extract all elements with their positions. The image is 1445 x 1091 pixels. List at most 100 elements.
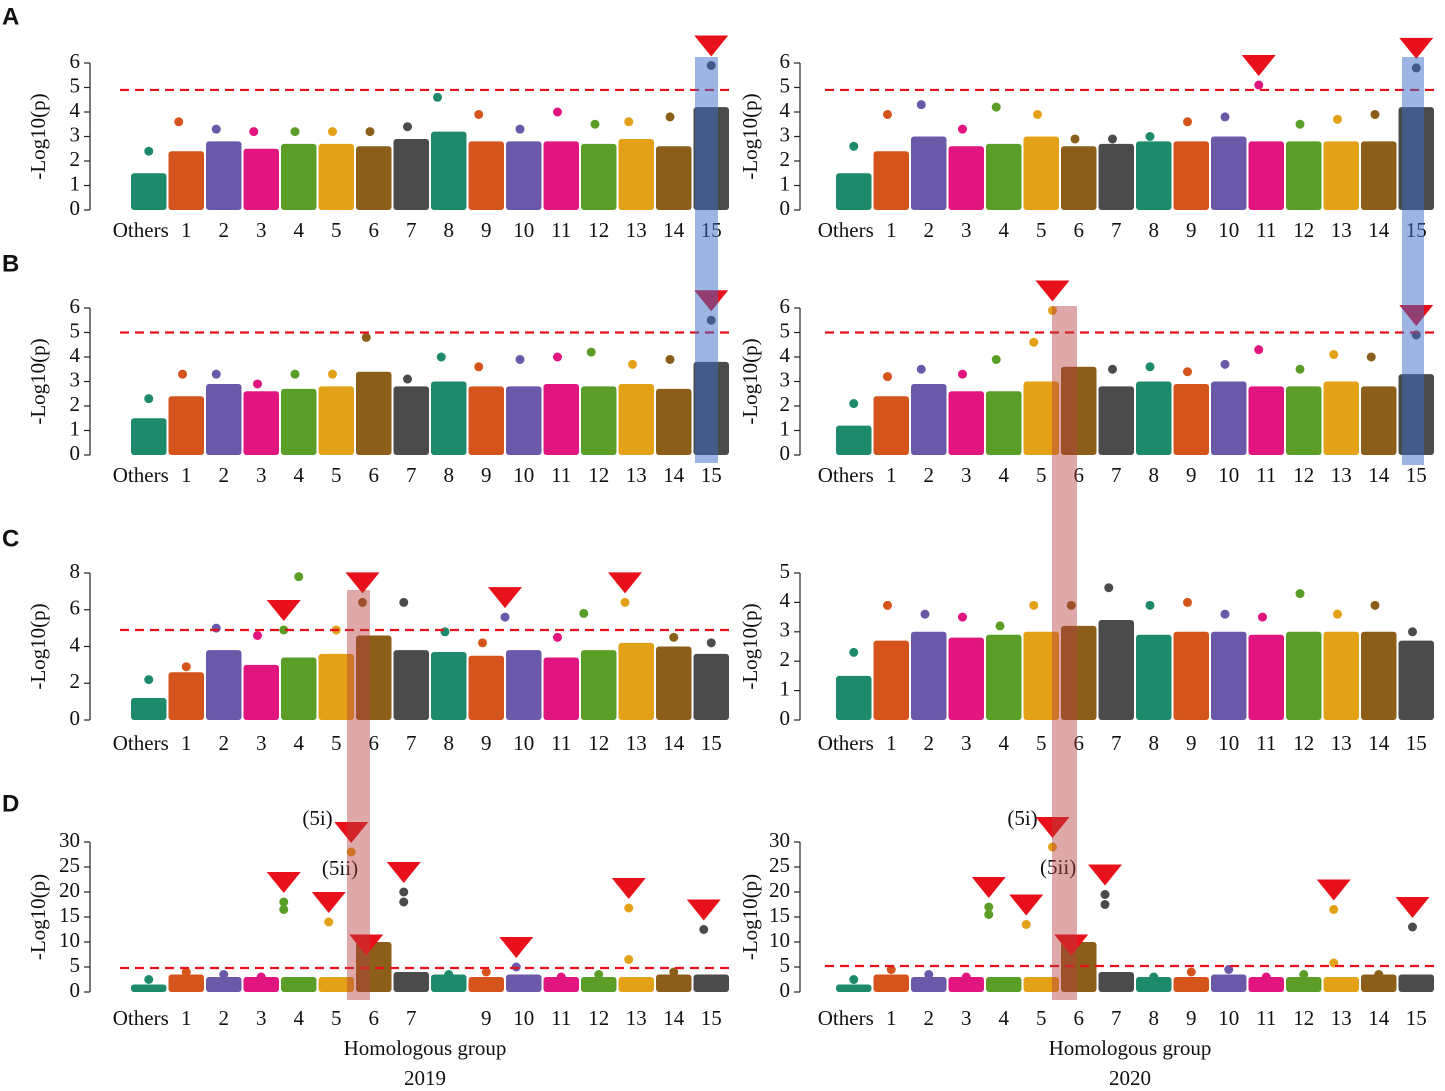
x-tick-label: 9 xyxy=(1186,218,1197,242)
y-tick-label: 0 xyxy=(70,196,81,220)
snp-point xyxy=(620,597,630,607)
snp-point xyxy=(849,141,859,151)
snp-band xyxy=(618,642,654,720)
snp-point xyxy=(279,897,289,907)
snp-band xyxy=(948,146,984,210)
x-tick-label: 5 xyxy=(1036,218,1047,242)
snp-band xyxy=(506,386,542,455)
x-tick-label: 3 xyxy=(961,731,972,755)
panel-letter: C xyxy=(2,525,19,552)
y-tick-label: 5 xyxy=(780,953,791,977)
snp-point xyxy=(624,903,634,913)
snp-point xyxy=(178,369,187,379)
y-tick-label: 1 xyxy=(780,171,791,195)
snp-point xyxy=(515,124,525,134)
snp-point xyxy=(1220,359,1230,369)
snp-point xyxy=(553,632,562,642)
snp-point xyxy=(1183,597,1192,607)
x-tick-label: 5 xyxy=(1036,463,1047,487)
x-tick-label: 11 xyxy=(1256,218,1276,242)
snp-point xyxy=(849,647,859,657)
snp-band xyxy=(168,396,204,455)
x-tick-label: 7 xyxy=(406,731,417,755)
snp-band xyxy=(1248,141,1284,210)
snp-point xyxy=(478,638,487,648)
peak-arrow xyxy=(608,572,642,594)
x-tick-label: 6 xyxy=(1074,731,1085,755)
x-tick-label: 3 xyxy=(256,731,267,755)
snp-band xyxy=(986,634,1022,720)
x-tick-label: 14 xyxy=(663,218,685,242)
snp-point xyxy=(144,675,154,685)
snp-point xyxy=(1220,112,1230,122)
snp-band xyxy=(836,984,872,992)
snp-band xyxy=(1361,141,1397,210)
snp-band xyxy=(543,657,579,720)
snp-point xyxy=(553,352,562,362)
snp-point xyxy=(253,379,262,389)
snp-band xyxy=(986,391,1022,455)
snp-band xyxy=(543,383,579,455)
x-tick-label: 11 xyxy=(1256,731,1276,755)
x-tick-label: 3 xyxy=(961,1006,972,1030)
highlight-blue xyxy=(1402,57,1424,465)
x-tick-label: 4 xyxy=(294,731,305,755)
snp-point xyxy=(886,965,896,974)
peak-arrow xyxy=(1009,894,1044,916)
x-tick-label: 10 xyxy=(513,463,534,487)
y-tick-label: 6 xyxy=(70,596,81,620)
x-tick-label: 15 xyxy=(701,731,722,755)
x-tick-label: 6 xyxy=(369,731,380,755)
x-tick-label: 10 xyxy=(513,1006,534,1030)
x-tick-label: Others xyxy=(818,731,874,755)
snp-point xyxy=(699,925,709,934)
snp-band xyxy=(1173,977,1209,992)
snp-point xyxy=(665,112,675,122)
x-tick-label: 2 xyxy=(219,1006,230,1030)
snp-band xyxy=(581,143,617,210)
snp-band xyxy=(506,974,542,992)
snp-point xyxy=(1254,80,1264,90)
snp-point xyxy=(883,372,892,382)
peak-arrow xyxy=(1054,934,1089,956)
snp-band xyxy=(836,425,872,455)
snp-point xyxy=(403,122,412,132)
snp-point xyxy=(991,354,1001,364)
y-axis-label: -Log10(p) xyxy=(738,338,762,424)
snp-point xyxy=(1370,109,1380,119)
x-tick-label: Others xyxy=(113,731,169,755)
x-tick-label: 3 xyxy=(961,463,972,487)
snp-point xyxy=(294,572,304,582)
snp-band xyxy=(948,637,984,720)
x-tick-label: 2 xyxy=(924,218,935,242)
snp-band xyxy=(911,383,947,455)
snp-point xyxy=(1183,117,1192,127)
snp-point xyxy=(1066,600,1076,610)
peak-arrow xyxy=(1241,55,1276,77)
peak-arrow xyxy=(488,587,522,609)
snp-point xyxy=(984,910,994,919)
snp-point xyxy=(474,109,484,119)
snp-band xyxy=(1286,141,1322,210)
snp-band xyxy=(873,396,909,455)
snp-band xyxy=(168,151,204,210)
peak-annotation: (5i) xyxy=(1007,806,1037,830)
snp-point xyxy=(849,399,859,409)
snp-band xyxy=(1098,143,1134,210)
y-tick-label: 15 xyxy=(769,903,790,927)
x-tick-label: 14 xyxy=(1368,463,1390,487)
snp-point xyxy=(1104,583,1114,593)
peak-annotation: (5ii) xyxy=(322,856,358,880)
x-tick-label: 8 xyxy=(444,463,455,487)
x-tick-label: 7 xyxy=(1111,1006,1122,1030)
peak-arrow xyxy=(349,934,384,956)
y-tick-label: 1 xyxy=(70,416,81,440)
snp-point xyxy=(669,632,679,642)
snp-point xyxy=(579,608,589,618)
snp-point xyxy=(958,369,967,379)
snp-band xyxy=(1211,974,1247,992)
snp-band xyxy=(468,977,504,992)
snp-band xyxy=(393,138,429,210)
snp-band xyxy=(431,381,467,455)
peak-arrow xyxy=(266,599,301,621)
